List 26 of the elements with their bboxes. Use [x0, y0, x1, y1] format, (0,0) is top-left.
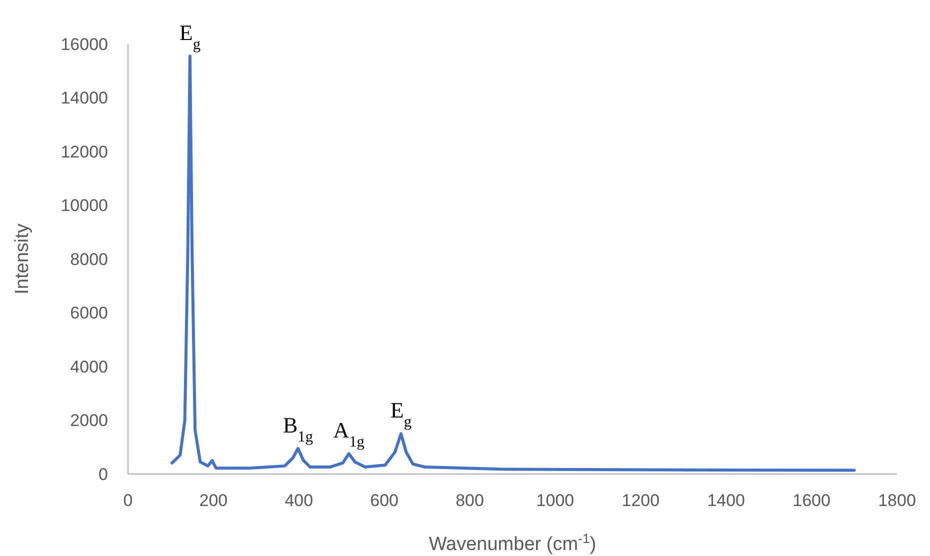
x-axis-title: Wavenumber (cm$^{-1}$) — [428, 530, 596, 555]
y-tick-label: 14000 — [60, 88, 108, 108]
x-tick-label: 200 — [199, 491, 228, 510]
y-tick-label: 10000 — [60, 196, 108, 216]
annotation: E$_{g}$ — [390, 398, 412, 430]
y-tick-label: 6000 — [70, 304, 108, 323]
y-tick-label: 2000 — [70, 411, 108, 430]
x-tick-label: 800 — [456, 491, 484, 510]
x-tick-label: 1800 — [878, 491, 916, 510]
x-tick-label: 1600 — [792, 491, 830, 510]
x-tick-label: 1000 — [536, 491, 574, 510]
y-tick-label: 4000 — [70, 357, 108, 376]
x-tick-label: 400 — [284, 491, 314, 510]
y-tick-label: 0 — [98, 464, 108, 484]
annotation: E$_{g}$ — [179, 20, 201, 53]
x-tick-label: 0 — [123, 491, 133, 510]
y-tick-label: 12000 — [60, 142, 108, 162]
line-series — [170, 54, 856, 472]
y-tick-label: 16000 — [60, 34, 108, 54]
y-axis-title: Intensity — [12, 223, 33, 294]
x-tick-label: 1400 — [707, 491, 746, 510]
annotation: B$_{1g}$ — [282, 412, 314, 445]
y-tick-label: 8000 — [70, 250, 108, 269]
annotation: A$_{1g}$ — [333, 418, 365, 450]
x-tick-label: 600 — [370, 491, 399, 510]
x-tick-label: 1200 — [622, 491, 660, 510]
